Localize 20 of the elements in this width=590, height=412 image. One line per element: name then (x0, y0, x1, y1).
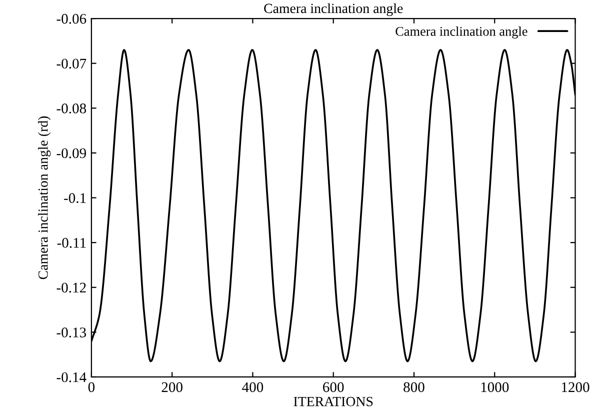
y-tick-label: -0.07 (56, 58, 86, 69)
y-tick-label: -0.08 (56, 104, 86, 114)
x-tick-label: 400 (242, 382, 264, 392)
chart-title: Camera inclination angle (264, 3, 403, 16)
y-tick-label: -0.09 (56, 148, 86, 158)
x-axis-title: ITERATIONS (294, 396, 373, 406)
legend-label: Camera inclination angle (396, 26, 528, 39)
y-tick-label: -0.13 (56, 328, 86, 338)
x-tick-label: 800 (404, 382, 424, 392)
x-tick-label: 0 (88, 382, 95, 392)
y-tick-label: -0.1 (64, 193, 86, 204)
y-tick-label: -0.14 (56, 372, 86, 382)
y-tick-label: -0.06 (56, 14, 86, 24)
x-tick-label: 1000 (481, 382, 509, 392)
x-tick-label: 1200 (562, 382, 590, 392)
y-axis-title: Camera inclination angle (rd) (38, 116, 51, 280)
y-tick-label: -0.11 (57, 238, 86, 248)
x-tick-label: 200 (162, 382, 182, 392)
y-tick-label: -0.12 (56, 282, 86, 293)
x-tick-label: 600 (323, 382, 344, 392)
